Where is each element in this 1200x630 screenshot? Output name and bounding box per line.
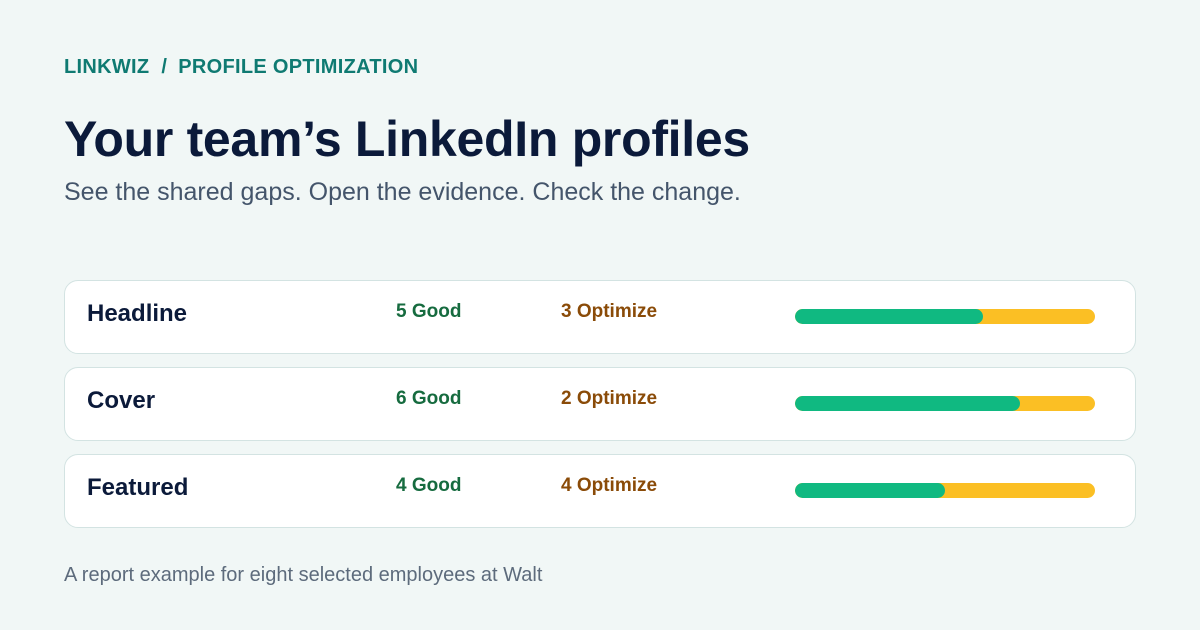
page-subtitle: See the shared gaps. Open the evidence. … (64, 178, 741, 206)
progress-bar (795, 309, 1095, 324)
footer-note: A report example for eight selected empl… (64, 564, 543, 586)
profile-section-list: Headline 5 Good 3 Optimize Cover 6 Good … (64, 280, 1136, 541)
optimize-count: 4 Optimize (561, 475, 658, 496)
profile-section-row-featured[interactable]: Featured 4 Good 4 Optimize (64, 454, 1136, 528)
breadcrumb-item-linkwiz[interactable]: LINKWIZ (64, 56, 150, 78)
section-label: Featured (87, 474, 189, 501)
good-count: 5 Good (396, 301, 462, 322)
profile-section-row-cover[interactable]: Cover 6 Good 2 Optimize (64, 367, 1136, 441)
progress-bar-good-fill (795, 396, 1020, 411)
optimize-count: 2 Optimize (561, 388, 658, 409)
breadcrumb-separator: / (161, 56, 168, 78)
progress-bar-good-fill (795, 483, 945, 498)
page-title: Your team’s LinkedIn profiles (64, 111, 750, 167)
section-label: Cover (87, 387, 156, 414)
optimize-count: 3 Optimize (561, 301, 658, 322)
progress-bar (795, 483, 1095, 498)
breadcrumb: LINKWIZ / PROFILE OPTIMIZATION (64, 56, 418, 79)
section-label: Headline (87, 300, 188, 327)
progress-bar-good-fill (795, 309, 983, 324)
good-count: 4 Good (396, 475, 462, 496)
profile-section-row-headline[interactable]: Headline 5 Good 3 Optimize (64, 280, 1136, 354)
progress-bar (795, 396, 1095, 411)
breadcrumb-item-profile-optimization[interactable]: PROFILE OPTIMIZATION (178, 56, 419, 78)
good-count: 6 Good (396, 388, 462, 409)
